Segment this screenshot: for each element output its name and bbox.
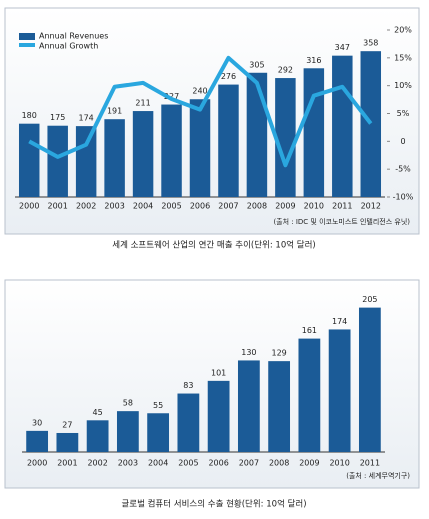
legend-swatch xyxy=(19,33,35,40)
x-tick-label: 2010 xyxy=(329,459,349,468)
bar-value-label: 101 xyxy=(211,368,226,377)
bar-value-label: 30 xyxy=(32,418,42,427)
y2-tick-label: 20% xyxy=(394,26,412,35)
x-tick-label: 2005 xyxy=(178,459,198,468)
bar xyxy=(358,307,381,452)
bar-value-label: 174 xyxy=(79,114,94,123)
bar-value-label: 180 xyxy=(22,111,37,120)
x-tick-label: 2001 xyxy=(57,459,77,468)
y2-tick-label: 10% xyxy=(394,81,412,90)
bar xyxy=(207,380,230,452)
bar xyxy=(218,84,239,197)
bar xyxy=(237,360,260,452)
bar xyxy=(147,413,170,452)
x-tick-label: 2010 xyxy=(304,202,324,211)
x-tick-label: 2011 xyxy=(332,202,352,211)
bar-value-label: 129 xyxy=(271,349,286,358)
bar-value-label: 305 xyxy=(249,60,264,69)
bar-value-label: 55 xyxy=(153,401,163,410)
caption: 세계 소프트웨어 산업의 연간 매출 추이(단위: 10억 달러) xyxy=(112,240,315,251)
x-tick-label: 2012 xyxy=(361,202,381,211)
bar-value-label: 227 xyxy=(164,92,179,101)
x-tick-label: 2008 xyxy=(247,202,267,211)
legend-label: Annual Revenues xyxy=(39,32,108,41)
bar xyxy=(104,119,125,197)
x-tick-label: 2000 xyxy=(27,459,47,468)
legend-label: Annual Growth xyxy=(39,42,98,51)
bar xyxy=(116,411,139,452)
x-tick-label: 2002 xyxy=(87,459,107,468)
bar xyxy=(275,78,296,197)
bar xyxy=(268,361,291,452)
bar xyxy=(177,393,200,452)
x-tick-label: 2003 xyxy=(118,459,138,468)
y2-tick-label: 5% xyxy=(397,109,410,118)
bar-value-label: 27 xyxy=(62,420,72,429)
growth-line xyxy=(28,55,373,168)
bar-value-label: 240 xyxy=(192,87,207,96)
x-tick-label: 2011 xyxy=(360,459,380,468)
source-note: (출처 : IDC 및 이코노미스트 인텔리전스 유닛) xyxy=(273,217,410,226)
x-tick-label: 2002 xyxy=(76,202,96,211)
x-tick-label: 2000 xyxy=(19,202,39,211)
x-tick-label: 2007 xyxy=(218,202,238,211)
bar-value-label: 161 xyxy=(302,326,317,335)
bar-value-label: 205 xyxy=(362,295,377,304)
bar-value-label: 191 xyxy=(107,107,122,116)
bar xyxy=(298,338,321,452)
bar xyxy=(303,68,325,197)
bar xyxy=(132,111,154,197)
x-tick-label: 2005 xyxy=(161,202,181,211)
y2-tick-label: -10% xyxy=(393,193,414,202)
x-tick-label: 2006 xyxy=(208,459,228,468)
bar-value-label: 316 xyxy=(306,56,321,65)
bar-value-label: 130 xyxy=(241,348,256,357)
bar-value-label: 347 xyxy=(335,43,350,52)
x-tick-label: 2009 xyxy=(299,459,319,468)
bar xyxy=(75,126,97,197)
x-tick-label: 2008 xyxy=(269,459,289,468)
x-tick-label: 2004 xyxy=(133,202,153,211)
bar xyxy=(47,125,68,197)
x-tick-label: 2003 xyxy=(104,202,124,211)
bar-value-label: 45 xyxy=(93,408,103,417)
bar xyxy=(161,104,182,197)
bar-value-label: 211 xyxy=(135,99,150,108)
y2-tick-label: 15% xyxy=(394,53,412,62)
bar-value-label: 358 xyxy=(363,39,378,48)
bar xyxy=(86,420,109,452)
x-tick-label: 2007 xyxy=(239,459,259,468)
bar xyxy=(332,55,353,197)
y2-tick-label: 0 xyxy=(400,137,405,146)
caption: 글로벌 컴퓨터 서비스의 수출 현황(단위: 10억 달러) xyxy=(121,499,306,510)
bar-value-label: 175 xyxy=(50,113,65,122)
bar xyxy=(18,123,40,197)
bar xyxy=(246,72,268,197)
bar-value-label: 83 xyxy=(183,381,193,390)
bar xyxy=(360,51,382,198)
x-tick-label: 2004 xyxy=(148,459,168,468)
y2-tick-label: -5% xyxy=(395,165,411,174)
bar-value-label: 276 xyxy=(221,72,236,81)
bar xyxy=(328,329,351,452)
bar-value-label: 174 xyxy=(332,317,347,326)
bar-value-label: 58 xyxy=(123,399,133,408)
bar xyxy=(56,432,79,452)
x-tick-label: 2001 xyxy=(48,202,68,211)
x-tick-label: 2006 xyxy=(190,202,210,211)
x-tick-label: 2009 xyxy=(275,202,295,211)
bar-value-label: 292 xyxy=(278,66,293,75)
bar xyxy=(26,430,49,452)
bar xyxy=(189,99,211,197)
legend-swatch xyxy=(19,43,35,47)
source-note: (출처 : 세계무역기구) xyxy=(346,471,410,480)
